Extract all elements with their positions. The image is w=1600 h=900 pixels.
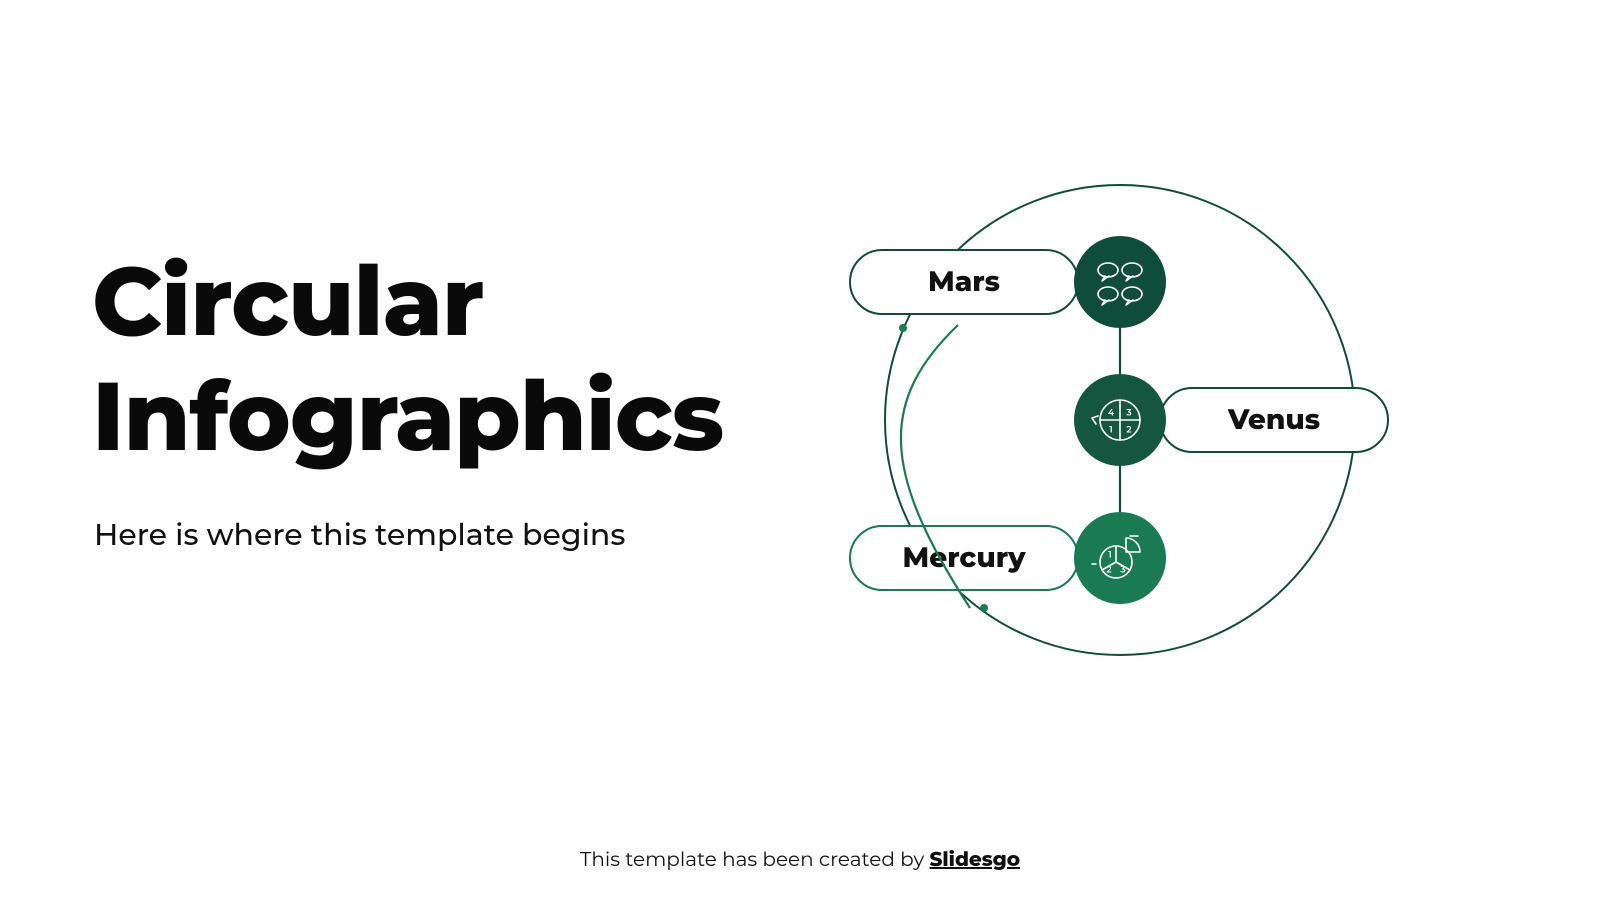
slide: Circular Infographics Here is where this…: [0, 0, 1600, 900]
title-line-1: Circular: [92, 243, 484, 360]
footer: This template has been created by Slides…: [0, 848, 1600, 872]
svg-text:4: 4: [1108, 408, 1115, 419]
node-circle-mercury: [1074, 512, 1166, 604]
page-subtitle: Here is where this template begins: [94, 516, 625, 553]
connector-dot: [980, 604, 988, 612]
svg-text:2: 2: [1126, 425, 1131, 436]
label-mercury: Mercury: [903, 541, 1027, 575]
svg-text:1: 1: [1109, 425, 1112, 436]
label-mars: Mars: [928, 265, 1000, 299]
footer-brand: Slidesgo: [929, 848, 1020, 872]
svg-text:3: 3: [1126, 408, 1131, 419]
node-circle-mars: [1074, 236, 1166, 328]
svg-text:2: 2: [1106, 565, 1111, 576]
svg-text:1: 1: [1108, 550, 1111, 561]
svg-text:3: 3: [1120, 565, 1125, 576]
circular-diagram: MarsVenusMercury1234123: [840, 170, 1420, 690]
title-line-2: Infographics: [92, 358, 723, 475]
page-title: Circular Infographics: [92, 244, 723, 474]
footer-prefix: This template has been created by: [580, 848, 930, 872]
diagram-svg: MarsVenusMercury1234123: [840, 170, 1420, 690]
label-venus: Venus: [1227, 403, 1320, 437]
connector-dot: [899, 324, 907, 332]
